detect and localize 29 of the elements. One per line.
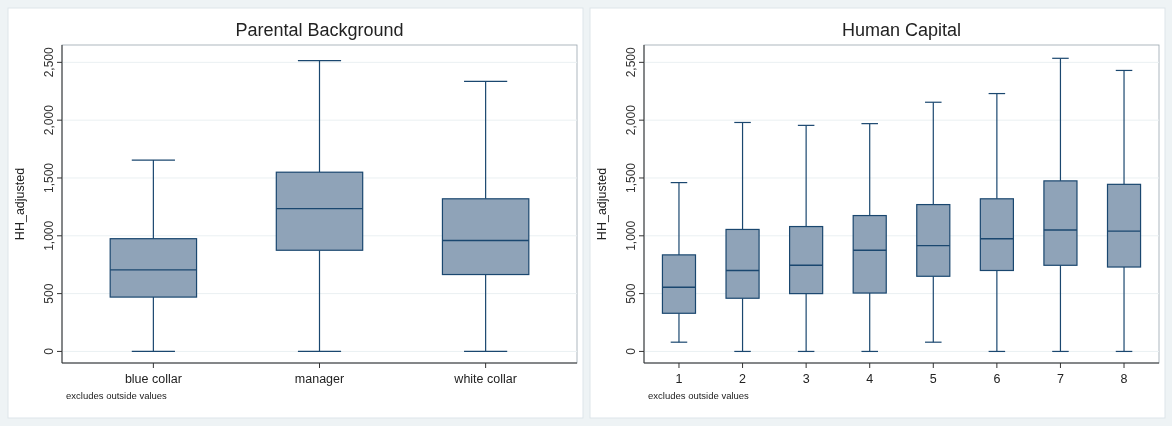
- y-tick-label: 0: [42, 347, 56, 355]
- y-tick-label: 500: [624, 283, 638, 304]
- x-tick-label: 5: [929, 372, 937, 386]
- x-tick-label: 8: [1120, 372, 1128, 386]
- text: excludes outside values: [648, 390, 750, 401]
- y-tick-label: 1,000: [42, 220, 56, 251]
- y-tick-label: 2,000: [624, 104, 638, 136]
- x-tick-label: 4: [866, 372, 874, 386]
- x-tick-label: 1: [675, 372, 683, 386]
- x-tick-label: 2: [739, 372, 747, 386]
- x-tick-label: white collar: [453, 372, 517, 386]
- y-axis-title: HH_adjusted: [595, 167, 609, 241]
- x-tick-label: blue collar: [124, 372, 182, 386]
- y-tick-label: 1,500: [42, 162, 56, 193]
- y-tick-label: 2,500: [42, 47, 56, 78]
- chart-title: Parental Background: [235, 20, 404, 40]
- y-tick-label: 0: [624, 347, 638, 355]
- y-tick-label: 500: [42, 283, 56, 304]
- x-tick-label: manager: [294, 372, 345, 386]
- x-tick-label: 3: [802, 372, 810, 386]
- chart-title: Human Capital: [841, 20, 962, 40]
- x-tick-label: 6: [993, 372, 1001, 386]
- y-tick-label: 2,000: [42, 104, 56, 136]
- y-tick-label: 1,500: [624, 162, 638, 193]
- y-axis-title: HH_adjusted: [13, 167, 27, 241]
- text: excludes outside values: [66, 390, 168, 401]
- y-tick-label: 1,000: [624, 220, 638, 251]
- x-tick-label: 7: [1056, 372, 1064, 386]
- y-tick-label: 2,500: [624, 47, 638, 78]
